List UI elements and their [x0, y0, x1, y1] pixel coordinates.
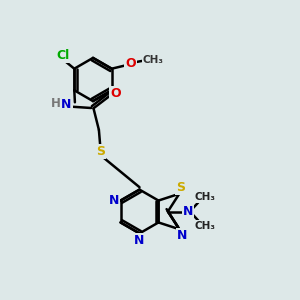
Text: N: N [183, 205, 194, 218]
Text: H: H [50, 97, 60, 110]
Text: N: N [61, 98, 72, 111]
Text: CH₃: CH₃ [142, 55, 164, 65]
Text: N: N [109, 194, 119, 207]
Text: Cl: Cl [56, 49, 70, 62]
Text: O: O [125, 57, 136, 70]
Text: CH₃: CH₃ [194, 192, 215, 203]
Text: CH₃: CH₃ [194, 220, 215, 231]
Text: O: O [110, 87, 121, 100]
Text: N: N [134, 233, 144, 247]
Text: S: S [96, 145, 105, 158]
Text: S: S [176, 181, 185, 194]
Text: N: N [177, 229, 188, 242]
